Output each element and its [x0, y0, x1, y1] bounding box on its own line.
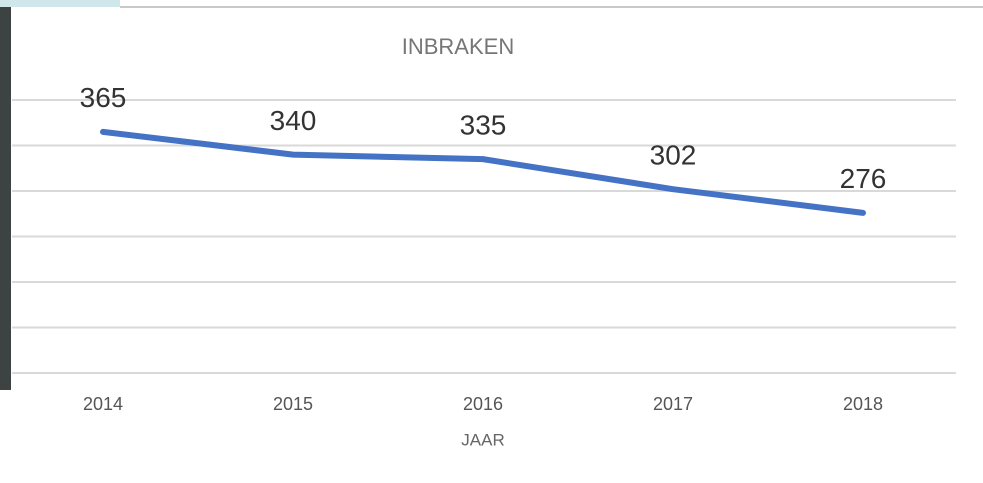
x-axis-label: JAAR: [461, 430, 504, 449]
marks: 2014 2015 2016 2017 2018 365 340 335 302 276: [80, 82, 887, 414]
x-tick-label: 2018: [843, 394, 883, 414]
x-tick-label: 2017: [653, 394, 693, 414]
x-tick-label: 2015: [273, 394, 313, 414]
data-label: 276: [840, 163, 887, 194]
data-label: 340: [270, 105, 317, 136]
top-tab: [0, 0, 120, 7]
data-line: [100, 128, 866, 216]
data-label: 365: [80, 82, 127, 113]
left-strip: [0, 7, 11, 390]
x-tick-label: 2014: [83, 394, 123, 414]
x-tick-label: 2016: [463, 394, 503, 414]
data-label: 302: [650, 140, 697, 171]
grid: [12, 99, 956, 374]
data-label: 335: [460, 110, 507, 141]
chart-title: INBRAKEN: [402, 34, 514, 59]
